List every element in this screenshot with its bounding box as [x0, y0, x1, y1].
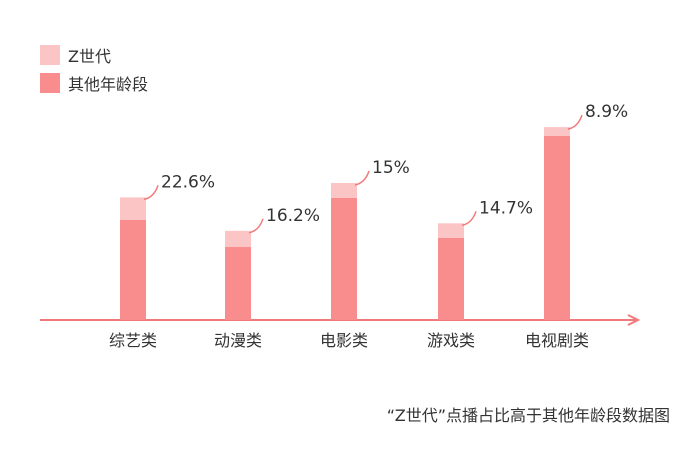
- legend-swatch-z-gen: [40, 45, 60, 65]
- leader-line-0: [143, 185, 159, 201]
- leader-line-2: [354, 170, 370, 186]
- x-tick-label-0: 综艺类: [109, 331, 157, 350]
- legend-label-z-gen: Z世代: [68, 47, 111, 66]
- bar-others-0: [120, 220, 146, 320]
- x-tick-label-2: 电影类: [320, 331, 368, 350]
- data-label-3: 14.7%: [479, 198, 533, 218]
- leader-line-4: [567, 114, 583, 130]
- bar-z-gen-3: [438, 223, 464, 238]
- leader-line-1: [248, 218, 264, 234]
- leader-line-3: [461, 211, 477, 227]
- data-label-4: 8.9%: [585, 102, 628, 122]
- bar-z-gen-2: [331, 183, 357, 198]
- data-label-2: 15%: [372, 158, 410, 178]
- bar-others-2: [331, 198, 357, 320]
- legend-item-others: 其他年龄段: [40, 72, 148, 94]
- bar-z-gen-4: [544, 127, 570, 136]
- bar-others-3: [438, 238, 464, 320]
- data-label-1: 16.2%: [266, 206, 320, 226]
- bar-z-gen-1: [225, 230, 251, 247]
- bar-others-1: [225, 247, 251, 320]
- legend: Z世代 其他年龄段: [40, 44, 148, 100]
- legend-label-others: 其他年龄段: [68, 75, 149, 94]
- bar-others-4: [544, 136, 570, 320]
- data-label-0: 22.6%: [161, 172, 215, 192]
- x-tick-label-4: 电视剧类: [525, 331, 589, 350]
- legend-item-z-gen: Z世代: [40, 44, 148, 66]
- x-tick-label-3: 游戏类: [427, 331, 475, 350]
- bar-z-gen-0: [120, 197, 146, 220]
- chart-caption: “Z世代”点播占比高于其他年龄段数据图: [386, 406, 670, 425]
- x-tick-label-1: 动漫类: [214, 331, 262, 350]
- x-axis-arrow-icon: [627, 314, 641, 326]
- legend-swatch-others: [40, 73, 60, 93]
